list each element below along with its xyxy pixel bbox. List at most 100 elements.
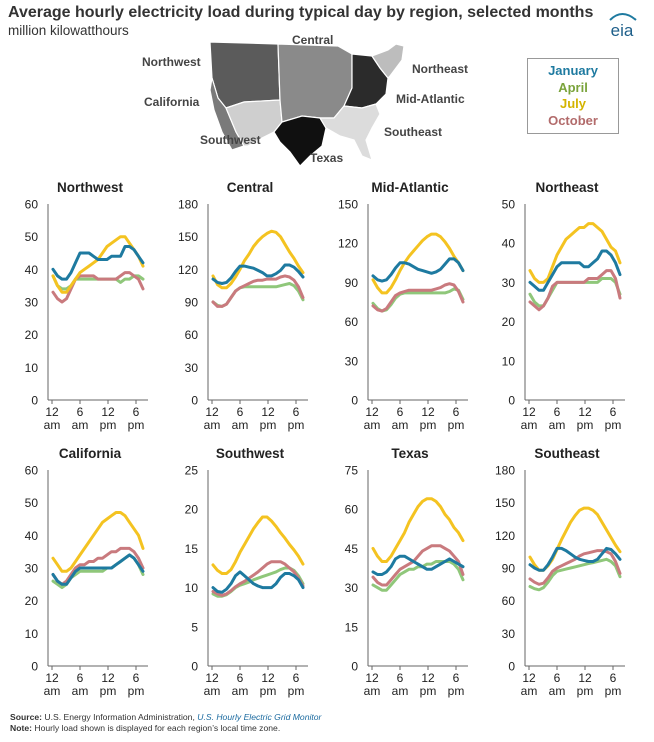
panel-title: Mid-Atlantic	[371, 180, 449, 195]
y-tick-label: 20	[502, 315, 516, 329]
map-label-southwest: Southwest	[200, 133, 261, 147]
y-tick-label: 30	[502, 627, 516, 641]
x-tick-label-line: pm	[100, 418, 117, 432]
x-tick-label: 6 am	[232, 405, 249, 432]
x-tick-label-line: 12	[421, 671, 435, 685]
y-tick-label: 60	[345, 503, 359, 517]
series-line-april	[528, 557, 622, 592]
x-tick-label: 6 pm	[448, 671, 465, 698]
y-tick-label: 0	[351, 660, 358, 674]
x-tick-label-line: 12	[45, 405, 59, 419]
chart-title: Average hourly electricity load during t…	[8, 4, 594, 21]
y-tick-label: 30	[185, 361, 199, 375]
x-tick-label: 6 pm	[605, 405, 622, 432]
map-label-southeast: Southeast	[384, 125, 442, 139]
x-tick-label-line: 12	[421, 405, 435, 419]
series-line-october	[371, 282, 465, 313]
series-line-january	[51, 245, 145, 281]
x-tick-label-line: 6	[133, 405, 140, 419]
x-tick-label-line: pm	[100, 684, 117, 698]
panel-title: Southeast	[534, 446, 600, 461]
x-tick-label: 12 pm	[100, 405, 117, 432]
source-link[interactable]: U.S. Hourly Electric Grid Monitor	[197, 712, 322, 722]
y-tick-label: 60	[25, 198, 39, 212]
source-label: Source:	[10, 712, 42, 722]
y-tick-label: 90	[345, 276, 359, 290]
x-tick-label: 12 am	[521, 671, 538, 698]
y-tick-label: 150	[178, 230, 198, 244]
y-tick-label: 40	[25, 529, 39, 543]
map-label-northeast: Northeast	[412, 62, 468, 76]
x-tick-label-line: 6	[453, 671, 460, 685]
x-tick-label-line: pm	[577, 418, 594, 432]
y-tick-label: 90	[185, 296, 199, 310]
x-tick-label-line: am	[392, 418, 409, 432]
footer: Source: U.S. Energy Information Administ…	[10, 712, 321, 734]
x-tick-label: 6 am	[72, 671, 89, 698]
y-tick-label: 40	[25, 263, 39, 277]
eia-logo: eia	[609, 13, 637, 40]
x-tick-label-line: am	[549, 418, 566, 432]
x-tick-label-line: 12	[365, 405, 379, 419]
x-tick-label: 6 am	[72, 405, 89, 432]
x-tick-label: 12 pm	[260, 405, 277, 432]
x-tick-label: 12 pm	[260, 671, 277, 698]
x-tick-label: 12 am	[364, 405, 381, 432]
source-text: U.S. Energy Information Administration,	[44, 712, 195, 722]
x-tick-label-line: am	[204, 684, 221, 698]
x-tick-label-line: 6	[77, 405, 84, 419]
series-line-july	[211, 515, 305, 575]
map-region-northwest	[209, 41, 281, 109]
legend-april: April	[558, 79, 588, 95]
note-text: Hourly load shown is displayed for each …	[34, 723, 281, 733]
x-tick-label-line: 12	[261, 671, 275, 685]
x-tick-label-line: 6	[610, 671, 617, 685]
x-tick-label-line: 12	[365, 671, 379, 685]
x-tick-label-line: 6	[77, 671, 84, 685]
x-tick-label-line: pm	[448, 684, 465, 698]
x-tick-label-line: am	[549, 684, 566, 698]
x-tick-label-line: am	[521, 684, 538, 698]
y-tick-label: 45	[345, 542, 359, 556]
x-tick-label: 12 am	[521, 405, 538, 432]
x-tick-label-line: am	[521, 418, 538, 432]
x-tick-label: 6 am	[549, 671, 566, 698]
x-tick-label-line: am	[364, 418, 381, 432]
x-tick-label-line: pm	[420, 684, 437, 698]
y-tick-label: 10	[25, 361, 39, 375]
y-tick-label: 30	[25, 562, 39, 576]
y-tick-label: 30	[25, 296, 39, 310]
panel-title: California	[59, 446, 122, 461]
x-tick-label-line: am	[364, 684, 381, 698]
series-line-january	[371, 257, 465, 283]
x-tick-label-line: 6	[554, 405, 561, 419]
x-tick-label-line: am	[44, 684, 61, 698]
map-region-southeast	[318, 103, 381, 162]
x-tick-label: 12 pm	[577, 405, 594, 432]
x-tick-label-line: pm	[420, 418, 437, 432]
x-tick-label-line: 12	[101, 671, 115, 685]
x-tick-label: 12 am	[44, 671, 61, 698]
x-tick-label-line: am	[232, 418, 249, 432]
x-tick-label: 12 am	[204, 671, 221, 698]
legend-july: July	[559, 96, 586, 111]
series-line-april	[371, 560, 465, 592]
series-line-january	[51, 553, 145, 586]
series-line-october	[51, 546, 145, 586]
x-tick-label-line: am	[204, 418, 221, 432]
y-tick-label: 50	[502, 198, 516, 212]
y-tick-label: 50	[25, 496, 39, 510]
panel-title: Central	[227, 180, 274, 195]
y-tick-label: 5	[191, 620, 198, 634]
series-line-january	[211, 263, 305, 285]
y-tick-label: 30	[345, 354, 359, 368]
x-tick-label-line: am	[44, 418, 61, 432]
series-line-january	[528, 546, 622, 572]
y-tick-label: 0	[31, 660, 38, 674]
y-tick-label: 60	[25, 464, 39, 478]
y-tick-label: 10	[185, 581, 199, 595]
